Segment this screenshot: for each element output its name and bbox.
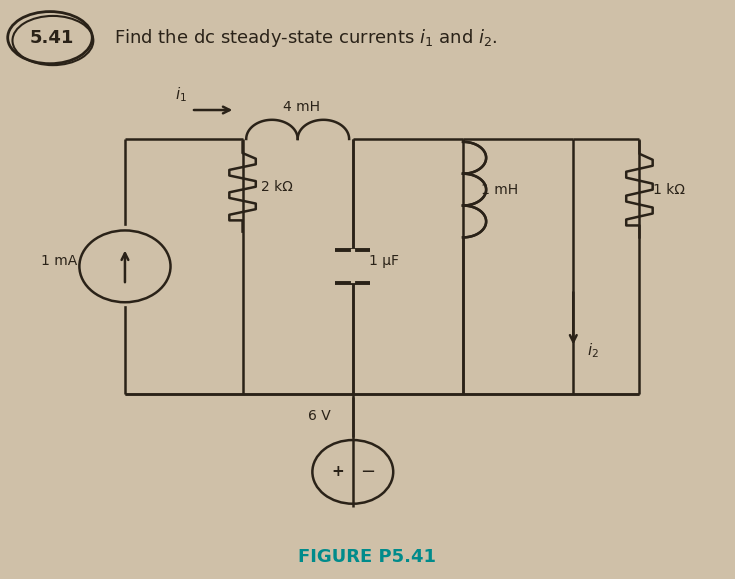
Text: +: + xyxy=(331,464,344,479)
Text: 5.41: 5.41 xyxy=(29,28,74,47)
Text: $i_1$: $i_1$ xyxy=(176,86,187,104)
Text: Find the dc steady-state currents $i_1$ and $i_2$.: Find the dc steady-state currents $i_1$ … xyxy=(114,27,498,49)
Text: 1 μF: 1 μF xyxy=(369,254,399,267)
Text: 2 kΩ: 2 kΩ xyxy=(261,179,293,194)
Text: 1 mA: 1 mA xyxy=(41,254,77,267)
Text: $i_2$: $i_2$ xyxy=(587,342,598,360)
Text: −: − xyxy=(361,463,376,481)
Text: FIGURE P5.41: FIGURE P5.41 xyxy=(298,548,437,566)
Text: 1 mH: 1 mH xyxy=(481,182,519,197)
Text: 6 V: 6 V xyxy=(309,409,331,423)
Text: 1 kΩ: 1 kΩ xyxy=(653,182,685,197)
Text: 4 mH: 4 mH xyxy=(283,100,320,114)
